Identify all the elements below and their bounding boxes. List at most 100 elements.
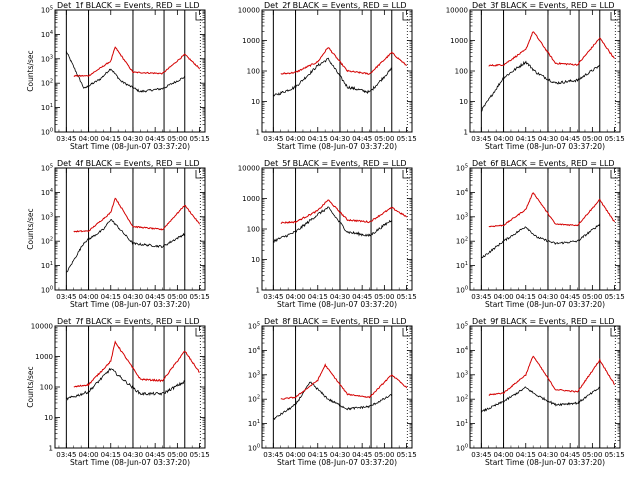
x-tick-label: 04:45 <box>352 293 372 301</box>
corner-marker <box>402 170 410 179</box>
x-tick-label: 05:15 <box>604 293 624 301</box>
corner-marker <box>610 328 618 337</box>
series-line-events <box>480 386 601 413</box>
series-line-events <box>481 223 601 259</box>
x-tick-label: 03:45 <box>471 135 491 143</box>
series-line-lld <box>488 31 615 67</box>
x-tick-label: 04:00 <box>285 135 305 143</box>
x-axis-label: Start Time (08-Jun-07 03:37:20) <box>277 300 397 309</box>
x-tick-label: 04:15 <box>308 293 328 301</box>
plot-frame <box>54 9 206 133</box>
y-tick-label: 10 <box>459 98 468 106</box>
x-tick-label: 04:00 <box>493 451 513 459</box>
chart-panel-6: Det_6f BLACK = Events, RED = LLD 100 101 10… <box>456 159 625 309</box>
corner-marker <box>402 328 410 337</box>
x-tick-label: 04:15 <box>101 135 121 143</box>
series-line-lld <box>488 192 616 228</box>
x-tick-label: 04:15 <box>516 135 536 143</box>
x-axis-label: Start Time (08-Jun-07 03:37:20) <box>277 142 397 151</box>
chart-title: Det_2f BLACK = Events, RED = LLD <box>264 1 407 10</box>
x-tick-label: 04:30 <box>538 293 558 301</box>
plot-frame <box>469 167 621 291</box>
x-tick-label: 03:45 <box>263 293 283 301</box>
x-tick-label: 04:15 <box>101 451 121 459</box>
series-line-events <box>66 367 186 401</box>
x-tick-label: 04:30 <box>330 451 350 459</box>
x-tick-label: 05:00 <box>374 293 394 301</box>
plot-frame <box>469 325 621 449</box>
x-tick-label: 04:45 <box>560 135 580 143</box>
x-tick-label: 04:15 <box>308 135 328 143</box>
y-tick-label: 1000 <box>35 353 53 361</box>
x-tick-label: 05:00 <box>582 451 602 459</box>
x-tick-label: 04:45 <box>145 293 165 301</box>
chart-panel-2: Det_2f BLACK = Events, RED = LLD 1 10 100 10… <box>238 1 417 151</box>
y-tick-label: 104 <box>248 346 260 355</box>
x-tick-label: 04:30 <box>330 135 350 143</box>
y-tick-label: 100 <box>247 68 260 76</box>
series-line-lld <box>73 197 201 233</box>
corner-marker <box>195 328 203 337</box>
y-axis-label: Counts/sec <box>26 50 35 91</box>
x-tick-label: 03:45 <box>56 293 76 301</box>
x-tick-label: 04:45 <box>145 135 165 143</box>
chart-title: Det_4f BLACK = Events, RED = LLD <box>57 159 200 168</box>
x-tick-label: 05:00 <box>167 451 187 459</box>
x-tick-label: 05:15 <box>396 135 416 143</box>
x-tick-label: 04:30 <box>330 293 350 301</box>
x-tick-label: 04:15 <box>101 293 121 301</box>
chart-panel-8: Det_8f BLACK = Events, RED = LLD 100 101 10… <box>248 317 417 467</box>
y-tick-label: 10 <box>251 256 260 264</box>
y-tick-label: 100 <box>247 226 260 234</box>
y-tick-label: 102 <box>41 237 53 246</box>
y-tick-label: 10000 <box>238 7 260 15</box>
x-tick-label: 05:15 <box>189 293 209 301</box>
series-line-lld <box>488 355 616 396</box>
y-tick-label: 103 <box>456 212 468 221</box>
y-tick-label: 103 <box>41 212 53 221</box>
y-tick-label: 100 <box>41 286 53 295</box>
y-tick-label: 102 <box>456 395 468 404</box>
plot-frame <box>261 325 413 449</box>
x-tick-label: 04:45 <box>560 451 580 459</box>
series-line-events <box>65 50 186 93</box>
x-tick-label: 05:15 <box>604 451 624 459</box>
x-tick-label: 04:00 <box>493 293 513 301</box>
x-tick-label: 03:45 <box>471 293 491 301</box>
x-tick-label: 04:45 <box>352 135 372 143</box>
y-tick-label: 103 <box>41 54 53 63</box>
y-tick-label: 105 <box>248 322 260 331</box>
y-tick-label: 104 <box>41 188 53 197</box>
y-tick-label: 101 <box>456 419 468 428</box>
x-tick-label: 04:15 <box>516 293 536 301</box>
x-tick-label: 03:45 <box>56 451 76 459</box>
x-tick-label: 04:45 <box>352 451 372 459</box>
y-tick-label: 100 <box>455 68 468 76</box>
x-tick-label: 05:15 <box>396 293 416 301</box>
chart-title: Det_5f BLACK = Events, RED = LLD <box>264 159 407 168</box>
x-tick-label: 03:45 <box>56 135 76 143</box>
x-axis-label: Start Time (08-Jun-07 03:37:20) <box>70 142 190 151</box>
x-tick-label: 03:45 <box>263 135 283 143</box>
corner-marker <box>610 170 618 179</box>
series-line-events <box>273 381 393 421</box>
x-tick-label: 04:30 <box>123 135 143 143</box>
y-tick-label: 103 <box>248 370 260 379</box>
chart-title: Det_1f BLACK = Events, RED = LLD <box>57 1 200 10</box>
y-tick-label: 100 <box>40 384 53 392</box>
x-tick-label: 04:00 <box>285 451 305 459</box>
x-tick-label: 04:00 <box>493 135 513 143</box>
series-line-lld <box>73 340 200 388</box>
x-tick-label: 04:15 <box>308 451 328 459</box>
plot-frame <box>261 167 413 291</box>
y-tick-label: 104 <box>456 188 468 197</box>
chart-title: Det_7f BLACK = Events, RED = LLD <box>57 317 200 326</box>
x-tick-label: 05:15 <box>189 135 209 143</box>
x-tick-label: 05:00 <box>167 135 187 143</box>
x-axis-label: Start Time (08-Jun-07 03:37:20) <box>485 458 605 467</box>
y-axis-label: Counts/sec <box>26 208 35 249</box>
y-tick-label: 100 <box>41 128 53 137</box>
chart-title: Det_3f BLACK = Events, RED = LLD <box>472 1 615 10</box>
y-tick-label: 10000 <box>31 323 53 331</box>
x-tick-label: 05:15 <box>396 451 416 459</box>
